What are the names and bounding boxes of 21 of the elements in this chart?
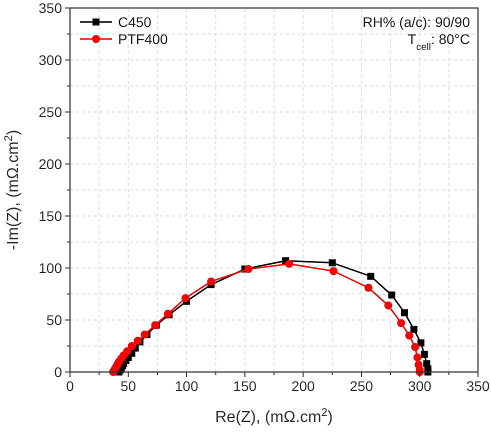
- y-tick-label: 300: [38, 52, 62, 68]
- x-tick-label: 50: [120, 378, 136, 394]
- legend-label: C450: [118, 14, 152, 30]
- y-tick-label: 100: [38, 260, 62, 276]
- x-tick-label: 350: [466, 378, 490, 394]
- y-tick-label: 350: [38, 0, 62, 16]
- y-tick-label: 0: [54, 364, 62, 380]
- legend-label: PTF400: [118, 31, 168, 47]
- x-tick-label: 100: [174, 378, 198, 394]
- x-tick-label: 150: [233, 378, 257, 394]
- y-tick-label: 150: [38, 208, 62, 224]
- x-tick-label: 250: [350, 378, 374, 394]
- x-tick-label: 200: [291, 378, 316, 394]
- y-tick-label: 50: [46, 312, 62, 328]
- x-tick-label: 300: [408, 378, 432, 394]
- x-tick-label: 0: [66, 378, 74, 394]
- y-tick-label: 200: [38, 156, 62, 172]
- y-tick-label: 250: [38, 104, 62, 120]
- annotation: T$_{cell}$: 80°C: [408, 31, 470, 52]
- x-axis-title: Re(Z), (mΩ.cm$^{2}$): [215, 407, 333, 426]
- annotation: RH% (a/c): 90/90: [362, 14, 470, 30]
